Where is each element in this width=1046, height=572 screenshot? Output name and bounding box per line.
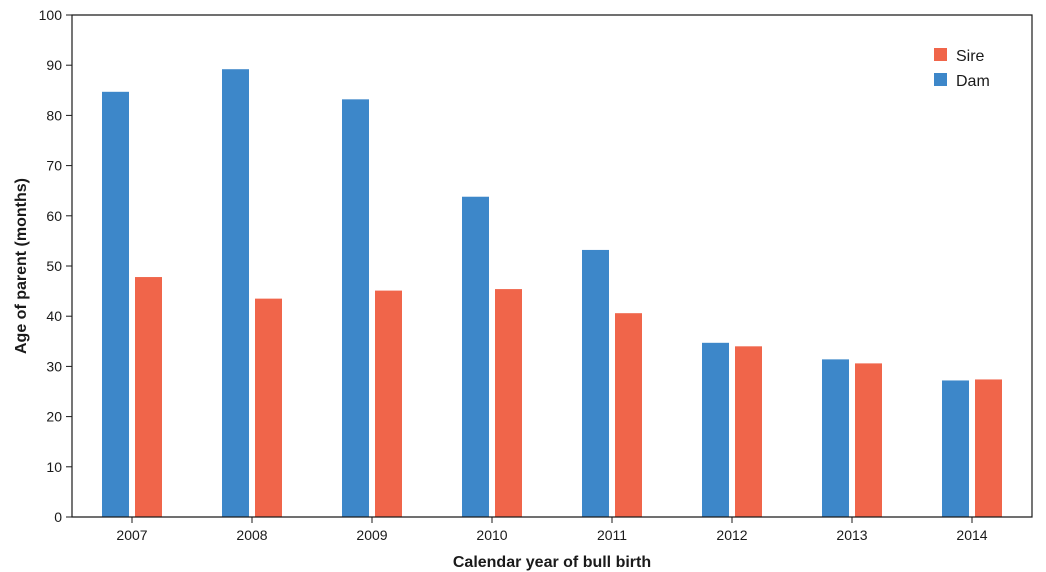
- bar-dam-2009: [342, 99, 369, 517]
- x-axis-title: Calendar year of bull birth: [453, 554, 651, 571]
- legend: Sire Dam: [934, 48, 990, 90]
- bar-sire-2012: [735, 346, 762, 517]
- bar-dam-2012: [702, 342, 729, 517]
- legend-swatch-sire: [934, 48, 947, 61]
- bar-sire-2011: [615, 313, 642, 517]
- bars-group: [102, 69, 1002, 517]
- x-tick-label: 2014: [956, 527, 987, 543]
- y-tick-label: 0: [54, 509, 62, 525]
- y-axis-title: Age of parent (months): [13, 178, 30, 354]
- bar-sire-2010: [495, 289, 522, 517]
- bar-dam-2008: [222, 69, 249, 517]
- bar-dam-2013: [822, 359, 849, 517]
- bar-sire-2009: [375, 290, 402, 517]
- x-tick-label: 2009: [356, 527, 387, 543]
- y-tick-label: 20: [46, 409, 62, 425]
- x-tick-label: 2013: [836, 527, 867, 543]
- y-tick-label: 80: [46, 107, 62, 123]
- y-tick-label: 90: [46, 57, 62, 73]
- bar-sire-2014: [975, 379, 1002, 517]
- y-tick-label: 100: [39, 7, 63, 23]
- bar-dam-2010: [462, 196, 489, 517]
- bar-dam-2007: [102, 91, 129, 517]
- legend-label-sire: Sire: [956, 48, 985, 65]
- legend-label-dam: Dam: [956, 73, 990, 90]
- axes-frame: [71, 14, 1033, 518]
- legend-swatch-dam: [934, 73, 947, 86]
- x-tick-label: 2008: [236, 527, 267, 543]
- y-tick-label: 40: [46, 308, 62, 324]
- x-tick-label: 2012: [716, 527, 747, 543]
- y-tick-label: 60: [46, 208, 62, 224]
- bar-dam-2014: [942, 380, 969, 517]
- x-tick-label: 2010: [476, 527, 507, 543]
- x-tick-label: 2011: [597, 527, 627, 543]
- bar-dam-2011: [582, 249, 609, 517]
- bar-sire-2008: [255, 298, 282, 517]
- y-tick-label: 50: [46, 258, 62, 274]
- y-axis-ticks: 0 10 20 30 40 50 60 70 80 90 100: [39, 7, 72, 525]
- bar-sire-2013: [855, 363, 882, 517]
- y-tick-label: 70: [46, 158, 62, 174]
- bar-sire-2007: [135, 277, 162, 517]
- x-tick-label: 2007: [116, 527, 147, 543]
- x-axis-ticks: 2007 2008 2009 2010 2011 2012 2013 2014: [116, 517, 988, 543]
- y-tick-label: 30: [46, 358, 62, 374]
- y-tick-label: 10: [46, 459, 62, 475]
